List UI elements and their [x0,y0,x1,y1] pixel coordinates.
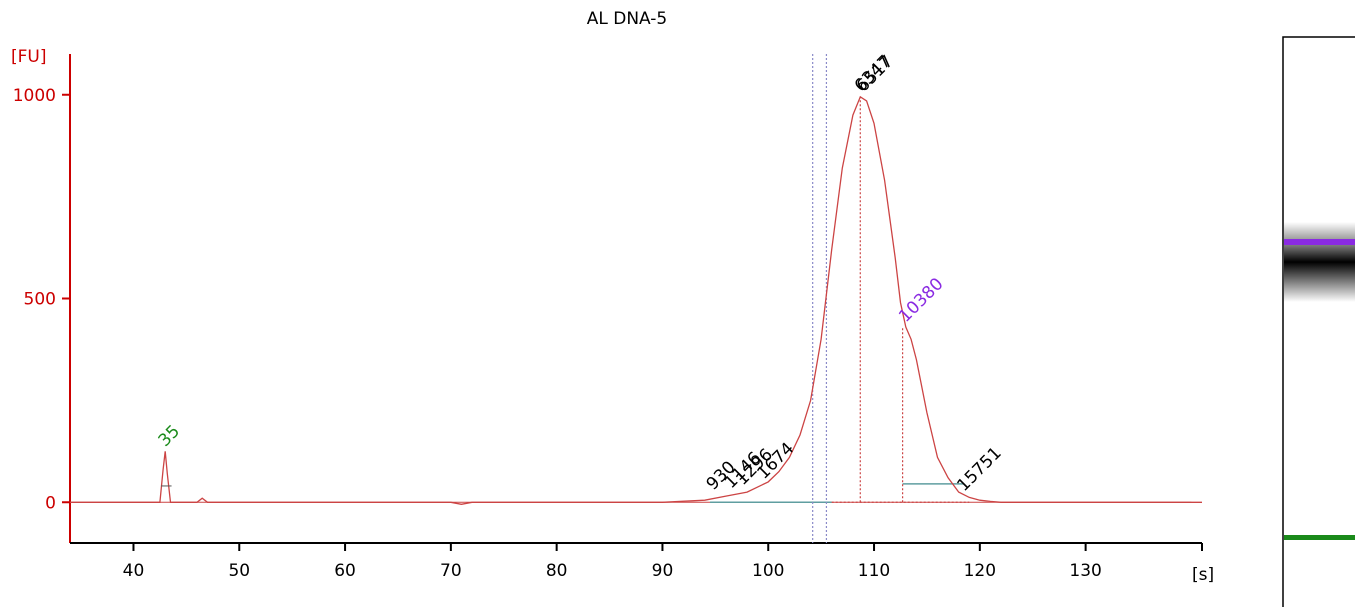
x-tick-label: 130 [1069,561,1101,581]
gel-band-main [1284,222,1355,302]
series-trace [70,95,1202,505]
peak-label: 35 [155,421,184,450]
x-tick-label: 120 [964,561,996,581]
y-axis-label: [FU] [11,47,47,67]
y-tick-label: 500 [24,290,56,310]
gel-band-upper-marker [1284,239,1355,245]
y-tick-label: 1000 [13,86,56,106]
peak-label: 10380 [895,274,947,326]
x-tick-label: 100 [752,561,784,581]
x-tick-label: 70 [440,561,462,581]
x-tick-label: 50 [228,561,250,581]
x-axis-label: [s] [1192,565,1214,585]
gel-band-lower-marker [1284,535,1355,540]
x-tick-label: 40 [123,561,145,581]
x-tick-label: 110 [858,561,890,581]
peak-label: 15751 [953,443,1005,495]
x-tick-label: 80 [546,561,568,581]
gel-lane-frame [1282,36,1355,611]
y-tick-label: 0 [45,493,56,513]
x-tick-label: 90 [652,561,674,581]
x-tick-label: 60 [334,561,356,581]
chart-title: AL DNA-5 [587,9,668,29]
